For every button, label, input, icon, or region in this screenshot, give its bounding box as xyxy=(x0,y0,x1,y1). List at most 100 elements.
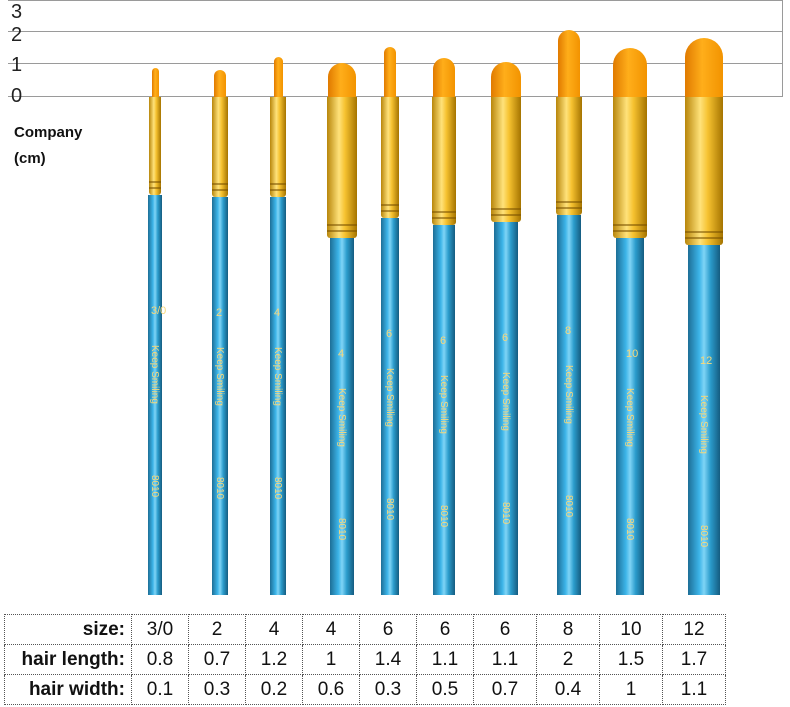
brush-handle xyxy=(330,238,354,595)
table-cell: 1.1 xyxy=(473,644,537,675)
brush-handle xyxy=(557,215,581,595)
brush-size-label: 4 xyxy=(274,307,281,319)
brush-ferrule xyxy=(381,97,399,218)
table-row: hair width: 0.1 0.3 0.2 0.6 0.3 0.5 0.7 0.4 1 1.1 xyxy=(4,674,726,705)
table-cell: 0.2 xyxy=(245,674,303,705)
brush-handle xyxy=(270,197,286,595)
brush-hair xyxy=(151,68,159,99)
table-cell: 1.1 xyxy=(416,644,474,675)
brush-handle xyxy=(212,197,228,595)
brush-size-label: 6 xyxy=(440,335,447,347)
brush-brand-label: Keep Smiling xyxy=(698,395,709,454)
brush-crimp xyxy=(327,230,357,232)
brush-size-label: 3/0 xyxy=(151,305,167,317)
brush-model-label: 8010 xyxy=(500,502,511,525)
brush-size-label: 2 xyxy=(216,307,223,319)
brush-handle xyxy=(688,245,720,595)
table-row: hair length: 0.8 0.7 1.2 1 1.4 1.1 1.1 2 1.5 1.7 xyxy=(4,644,726,675)
brush-size-label: 12 xyxy=(700,355,713,367)
brush-crimp xyxy=(212,189,228,191)
brush-ferrule xyxy=(149,97,161,195)
brush-ferrule xyxy=(613,97,647,238)
brush-crimp xyxy=(327,224,357,226)
table-cell: 0.3 xyxy=(359,674,417,705)
brush-crimp xyxy=(685,237,723,239)
scale-tick-2: 2 xyxy=(11,24,23,46)
brush-brand-label: Keep Smiling xyxy=(563,365,574,424)
brush-brand-label: Keep Smiling xyxy=(624,388,635,447)
table-cell: 12 xyxy=(662,614,726,645)
table-cell: 3/0 xyxy=(131,614,189,645)
brush-handle xyxy=(433,225,455,595)
row-label: hair width: xyxy=(4,674,132,705)
brush-model-label: 8010 xyxy=(149,475,160,498)
brush-crimp xyxy=(613,230,647,232)
brush-brand-label: Keep Smiling xyxy=(272,347,283,406)
scale-tick-1: 1 xyxy=(11,54,23,76)
brush-crimp xyxy=(432,211,456,213)
table-cell: 6 xyxy=(416,614,474,645)
brush-ferrule xyxy=(270,97,286,197)
brush-hair xyxy=(491,62,521,99)
brush-size-label: 10 xyxy=(626,348,639,360)
brush-hair xyxy=(685,38,723,99)
table-cell: 4 xyxy=(245,614,303,645)
row-label: size: xyxy=(4,614,132,645)
table-cell: 0.6 xyxy=(302,674,360,705)
brush-brand-label: Keep Smiling xyxy=(149,345,160,404)
table-cell: 6 xyxy=(359,614,417,645)
brush-handle xyxy=(148,195,162,595)
brush-crimp xyxy=(685,231,723,233)
brush-hair xyxy=(558,30,580,99)
brush-crimp xyxy=(613,224,647,226)
table-cell: 6 xyxy=(473,614,537,645)
brush-crimp xyxy=(556,201,582,203)
brush-model-label: 8010 xyxy=(438,505,449,528)
brush-ferrule xyxy=(212,97,228,197)
brush-crimp xyxy=(432,217,456,219)
brush-ferrule xyxy=(685,97,723,245)
brush-brand-label: Keep Smiling xyxy=(438,375,449,434)
table-cell: 1.7 xyxy=(662,644,726,675)
brush-crimp xyxy=(149,181,161,183)
brush-hair xyxy=(433,58,455,99)
brush-model-label: 8010 xyxy=(214,477,225,500)
brush-crimp xyxy=(212,183,228,185)
brush-model-label: 8010 xyxy=(563,495,574,518)
unit-label-line1: Company xyxy=(14,124,83,141)
brush-size-label: 4 xyxy=(338,348,345,360)
brush-crimp xyxy=(270,189,286,191)
table-cell: 0.7 xyxy=(188,644,246,675)
table-cell: 10 xyxy=(599,614,663,645)
table-cell: 0.1 xyxy=(131,674,189,705)
brush-brand-label: Keep Smiling xyxy=(336,388,347,447)
brush-model-label: 8010 xyxy=(272,477,283,500)
brush-crimp xyxy=(149,187,161,189)
brush-handle xyxy=(616,238,644,595)
brush-ferrule xyxy=(556,97,582,215)
table-cell: 1 xyxy=(302,644,360,675)
brush-crimp xyxy=(381,204,399,206)
table-cell: 2 xyxy=(536,644,600,675)
brush-size-label: 6 xyxy=(502,332,509,344)
spec-table: size: 3/0 2 4 4 6 6 6 8 10 12 hair length: 0.8 0.7 1.2… xyxy=(4,614,726,705)
brush-hair xyxy=(384,47,396,99)
brush-size-label: 8 xyxy=(565,325,572,337)
unit-label: Company (cm) xyxy=(14,120,82,172)
brush-ferrule xyxy=(432,97,456,225)
table-cell: 1 xyxy=(599,674,663,705)
brush-model-label: 8010 xyxy=(384,498,395,521)
table-cell: 1.2 xyxy=(245,644,303,675)
brush-handle xyxy=(494,222,518,595)
brush-crimp xyxy=(556,207,582,209)
scale-tick-0: 0 xyxy=(11,85,23,107)
brush-brand-label: Keep Smiling xyxy=(214,347,225,406)
table-cell: 4 xyxy=(302,614,360,645)
table-cell: 2 xyxy=(188,614,246,645)
brush-ferrule xyxy=(491,97,521,222)
table-cell: 0.4 xyxy=(536,674,600,705)
table-cell: 1.5 xyxy=(599,644,663,675)
brush-model-label: 8010 xyxy=(336,518,347,541)
brush-brand-label: Keep Smiling xyxy=(384,368,395,427)
table-cell: 1.4 xyxy=(359,644,417,675)
